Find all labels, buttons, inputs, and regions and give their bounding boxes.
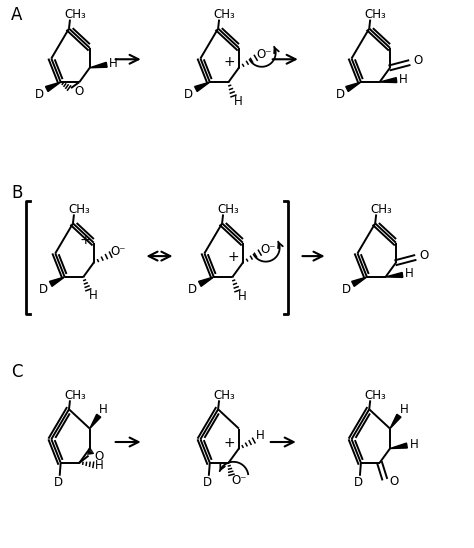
- Text: +: +: [223, 436, 235, 449]
- Polygon shape: [385, 272, 403, 277]
- Polygon shape: [352, 277, 367, 287]
- Text: B: B: [11, 185, 23, 202]
- Text: H: H: [255, 429, 264, 442]
- Text: CH₃: CH₃: [365, 389, 386, 402]
- Text: A: A: [11, 5, 23, 24]
- Text: D: D: [203, 476, 212, 489]
- Polygon shape: [199, 277, 214, 287]
- Text: +: +: [80, 233, 91, 247]
- Text: D: D: [336, 88, 345, 101]
- Text: H: H: [100, 403, 108, 416]
- Text: CH₃: CH₃: [213, 8, 235, 21]
- Text: CH₃: CH₃: [213, 389, 235, 402]
- Text: O: O: [389, 475, 398, 488]
- Text: D: D: [355, 476, 364, 489]
- Text: CH₃: CH₃: [370, 203, 392, 216]
- Text: D: D: [35, 88, 45, 101]
- Text: H: H: [405, 267, 414, 281]
- Text: H: H: [410, 438, 418, 451]
- Text: O⁻: O⁻: [256, 48, 272, 61]
- Text: +: +: [223, 55, 235, 69]
- Text: O: O: [74, 84, 83, 98]
- Text: CH₃: CH₃: [68, 203, 90, 216]
- Text: O: O: [95, 450, 104, 463]
- Text: H: H: [399, 72, 408, 85]
- Text: H: H: [238, 290, 247, 303]
- Text: O: O: [413, 54, 422, 67]
- Text: H: H: [400, 403, 408, 416]
- Polygon shape: [90, 414, 101, 429]
- Text: +: +: [227, 250, 239, 264]
- Polygon shape: [46, 82, 61, 92]
- Polygon shape: [49, 277, 64, 287]
- Text: CH₃: CH₃: [365, 8, 386, 21]
- Text: O⁻: O⁻: [260, 243, 275, 256]
- Text: H: H: [109, 58, 118, 70]
- Text: D: D: [54, 476, 63, 489]
- Text: H: H: [234, 95, 243, 109]
- Polygon shape: [380, 78, 397, 83]
- Text: D: D: [39, 283, 48, 296]
- Text: O: O: [419, 249, 428, 262]
- Text: CH₃: CH₃: [64, 8, 86, 21]
- Text: D: D: [188, 283, 198, 296]
- Text: D: D: [341, 283, 351, 296]
- Text: CH₃: CH₃: [64, 389, 86, 402]
- Polygon shape: [195, 82, 210, 92]
- Text: H: H: [95, 459, 104, 472]
- Text: C: C: [11, 363, 23, 381]
- Text: D: D: [184, 88, 193, 101]
- Polygon shape: [90, 62, 107, 68]
- Polygon shape: [390, 443, 407, 448]
- Polygon shape: [390, 414, 401, 429]
- Polygon shape: [346, 82, 361, 92]
- Text: O⁻: O⁻: [232, 474, 247, 487]
- Text: O⁻: O⁻: [111, 245, 127, 258]
- Text: CH₃: CH₃: [217, 203, 239, 216]
- Text: H: H: [89, 289, 98, 302]
